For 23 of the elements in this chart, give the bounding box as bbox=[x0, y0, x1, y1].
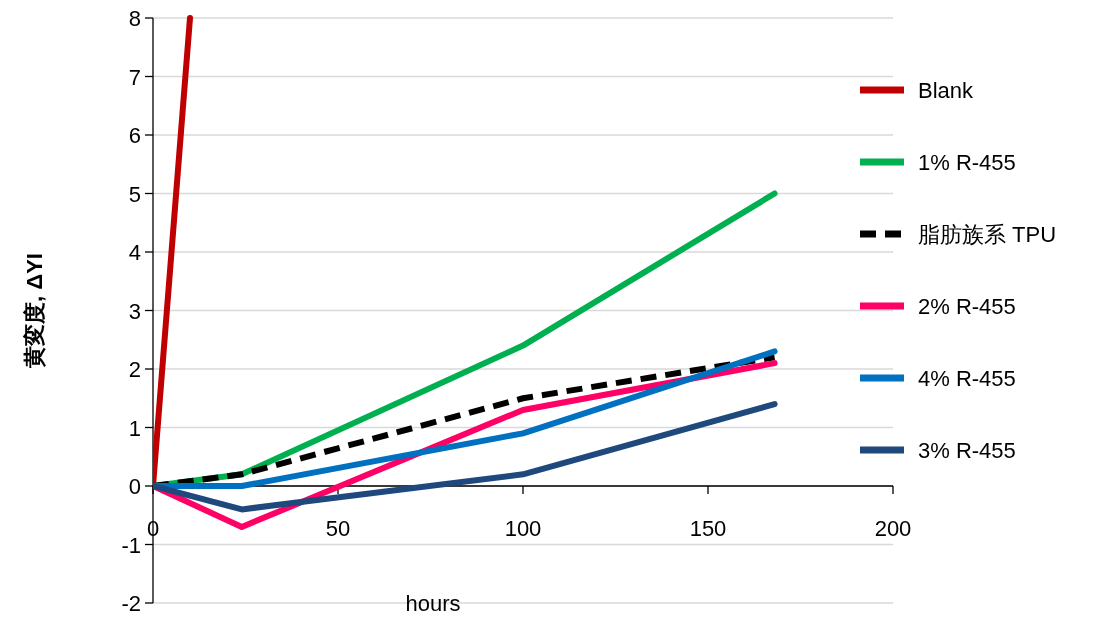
legend-label: 脂肪族系 TPU bbox=[918, 222, 1057, 247]
x-axis-title: hours bbox=[405, 591, 461, 616]
y-axis-title: 黄変度, ΔYI bbox=[22, 253, 47, 369]
legend-label: 4% R-455 bbox=[918, 366, 1016, 391]
y-tick-label: 8 bbox=[128, 6, 141, 31]
x-tick-label: 150 bbox=[689, 516, 727, 541]
y-tick-label: 3 bbox=[128, 298, 141, 324]
y-tick-label: 2 bbox=[128, 357, 141, 382]
y-tick-label: 0 bbox=[128, 474, 141, 499]
y-tick-label: -2 bbox=[121, 591, 141, 616]
y-tick-label: 6 bbox=[128, 123, 141, 148]
y-tick-label: 4 bbox=[128, 240, 141, 265]
y-tick-label: 5 bbox=[128, 181, 141, 207]
legend-label: 1% R-455 bbox=[918, 150, 1016, 175]
x-tick-label: 200 bbox=[874, 516, 912, 541]
legend-label: Blank bbox=[918, 78, 975, 103]
legend-label: 3% R-455 bbox=[918, 438, 1016, 463]
x-tick-label: 100 bbox=[504, 516, 542, 541]
y-tick-label: 1 bbox=[128, 415, 141, 441]
y-tick-label: 7 bbox=[128, 64, 141, 90]
legend-label: 2% R-455 bbox=[918, 294, 1016, 319]
y-tick-label: -1 bbox=[121, 532, 141, 558]
x-tick-label: 50 bbox=[325, 516, 351, 541]
